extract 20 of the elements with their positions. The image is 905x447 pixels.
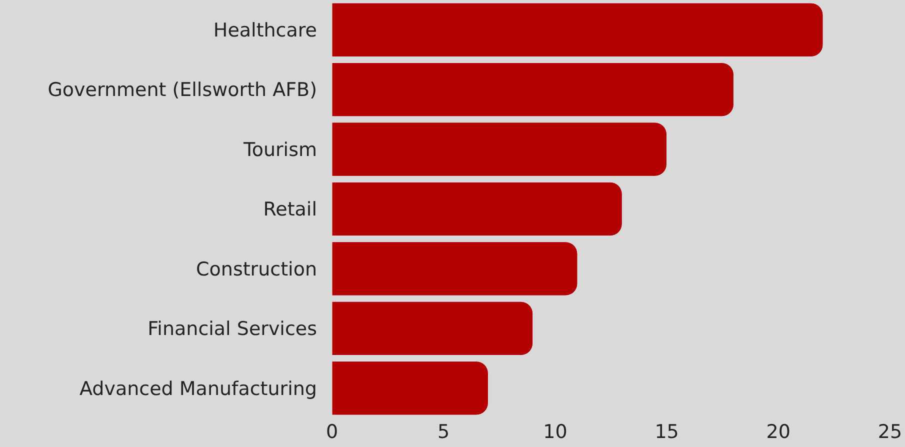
x-tick-label: 5 bbox=[438, 421, 450, 443]
x-tick-label: 10 bbox=[543, 421, 568, 443]
y-tick-label: Financial Services bbox=[148, 318, 317, 340]
y-tick-label: Construction bbox=[196, 258, 317, 280]
y-tick-label: Tourism bbox=[242, 138, 317, 161]
bar bbox=[332, 182, 622, 236]
x-tick-label: 0 bbox=[326, 421, 338, 443]
bar bbox=[332, 62, 734, 117]
y-tick-label: Healthcare bbox=[213, 20, 317, 42]
bar bbox=[332, 361, 488, 416]
bar bbox=[332, 2, 824, 57]
x-tick-label: 25 bbox=[878, 421, 902, 443]
bar bbox=[332, 301, 534, 356]
bar bbox=[332, 242, 578, 296]
y-tick-label: Advanced Manufacturing bbox=[80, 378, 317, 400]
x-tick-label: 20 bbox=[766, 421, 790, 443]
y-tick-label: Government (Ellsworth AFB) bbox=[48, 79, 317, 102]
y-tick-label: Retail bbox=[263, 198, 317, 221]
x-tick-label: 15 bbox=[654, 421, 679, 443]
bar bbox=[332, 122, 668, 176]
